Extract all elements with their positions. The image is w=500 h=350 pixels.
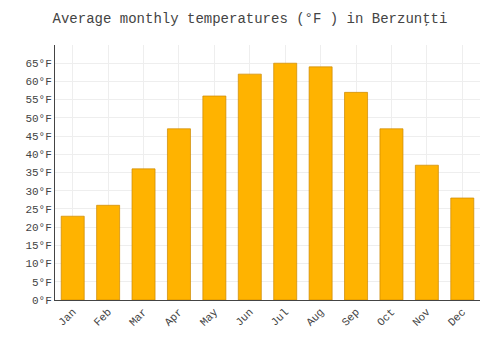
svg-text:25°F: 25°F [25, 204, 51, 216]
svg-text:55°F: 55°F [25, 94, 51, 106]
svg-text:45°F: 45°F [25, 131, 51, 143]
svg-text:Jul: Jul [269, 306, 291, 328]
svg-text:May: May [198, 306, 221, 329]
svg-text:Jun: Jun [233, 306, 255, 328]
svg-text:0°F: 0°F [32, 295, 52, 307]
svg-text:15°F: 15°F [25, 240, 51, 252]
svg-text:35°F: 35°F [25, 167, 51, 179]
svg-text:60°F: 60°F [25, 76, 51, 88]
svg-text:Aug: Aug [304, 306, 326, 328]
svg-text:Oct: Oct [375, 306, 397, 328]
svg-text:Mar: Mar [127, 306, 149, 328]
svg-text:50°F: 50°F [25, 113, 51, 125]
svg-text:30°F: 30°F [25, 186, 51, 198]
svg-text:Average monthly temperatures (: Average monthly temperatures (°F ) in Be… [53, 11, 448, 27]
svg-text:Apr: Apr [162, 306, 184, 328]
svg-text:20°F: 20°F [25, 222, 51, 234]
svg-text:10°F: 10°F [25, 258, 51, 270]
svg-text:5°F: 5°F [32, 277, 52, 289]
svg-text:Jan: Jan [56, 306, 78, 328]
svg-text:Feb: Feb [92, 306, 114, 328]
svg-text:Nov: Nov [410, 306, 433, 329]
svg-text:40°F: 40°F [25, 149, 51, 161]
svg-text:65°F: 65°F [25, 58, 51, 70]
svg-text:Sep: Sep [340, 306, 362, 328]
svg-text:Dec: Dec [446, 306, 468, 328]
